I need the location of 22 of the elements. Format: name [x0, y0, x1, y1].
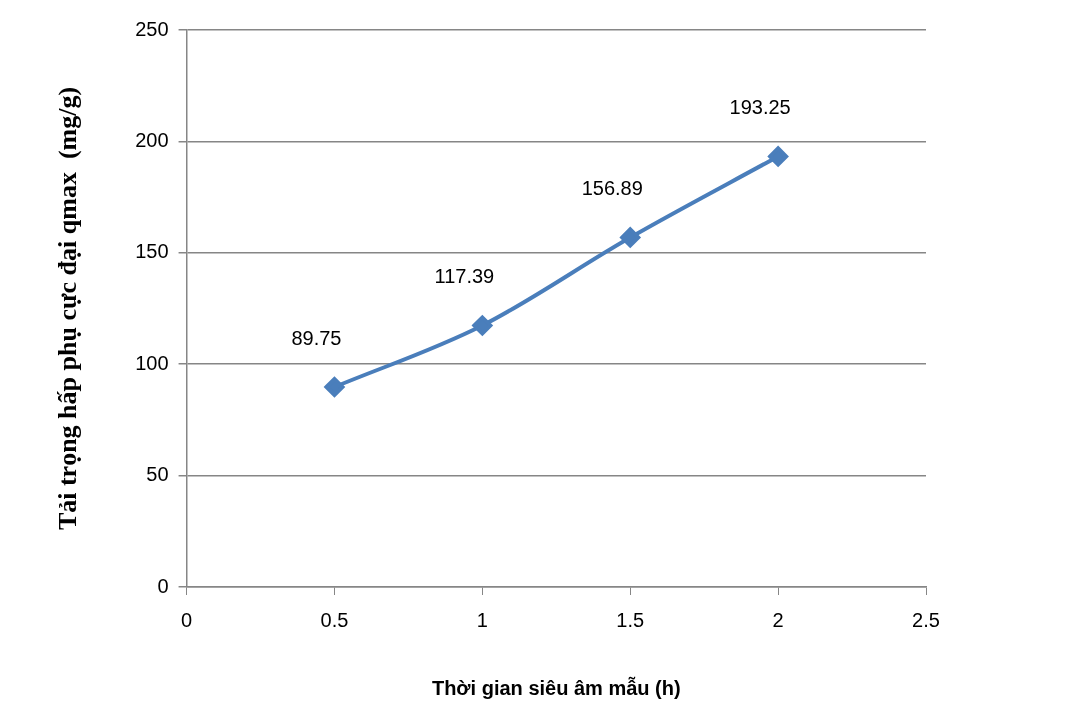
y-tick-label: 250	[135, 17, 169, 40]
x-axis-title: Thời gian siêu âm mẫu (h)	[431, 675, 681, 699]
y-axis-title: Tải trọng hấp phụ cực đại qmax (mg/g)	[53, 86, 83, 531]
y-tick-label: 100	[135, 351, 169, 374]
y-tick-label: 150	[135, 240, 169, 263]
x-tick-label: 2.5	[912, 608, 940, 631]
data-label: 117.39	[434, 264, 495, 287]
x-tick-label: 2	[772, 608, 784, 631]
data-label: 193.25	[729, 95, 791, 118]
point	[620, 227, 641, 248]
point	[472, 315, 493, 336]
x-tick-label: 1	[476, 608, 488, 631]
x-tick-label: 1.5	[616, 608, 645, 631]
y-tick-label: 0	[157, 574, 169, 597]
y-tick-label: 200	[135, 128, 169, 151]
point	[324, 377, 345, 398]
point	[768, 146, 789, 167]
y-tick-label: 50	[146, 463, 169, 486]
data-label: 156.89	[581, 176, 643, 199]
x-tick-label: 0.5	[320, 608, 349, 631]
x-tick-label: 0	[181, 608, 193, 631]
data-label: 89.75	[291, 326, 342, 349]
